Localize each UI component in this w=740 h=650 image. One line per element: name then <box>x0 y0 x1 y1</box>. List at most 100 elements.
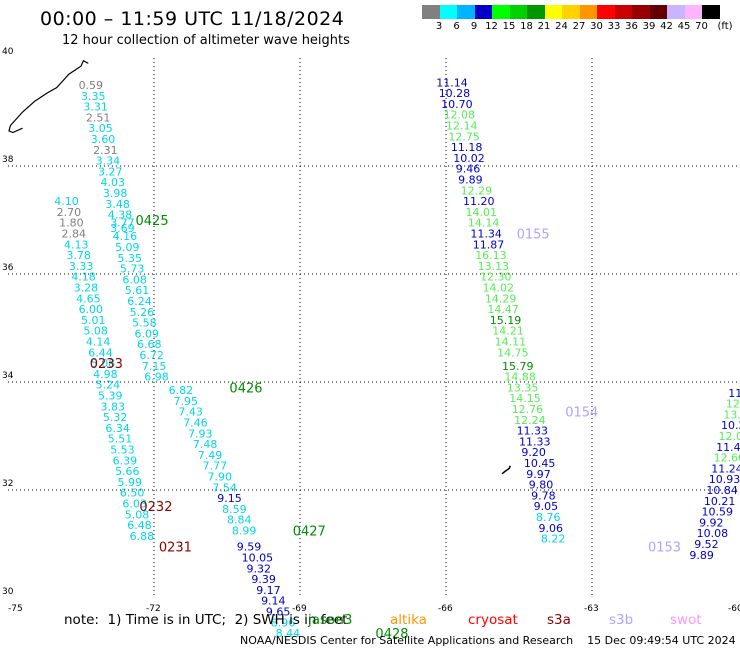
lon-tick-label: -75 <box>8 604 23 614</box>
legend-label: 12 <box>485 21 498 32</box>
pass-time-label: 0233 <box>90 357 123 372</box>
wave-height-value: 15.79 <box>502 360 534 373</box>
wave-height-value: 11.87 <box>473 238 505 251</box>
wave-height-value: 10.28 <box>439 87 471 100</box>
legend-label: 6 <box>453 21 460 32</box>
wave-height-value: 5.61 <box>125 284 150 297</box>
wave-height-value: 9.15 <box>217 492 242 505</box>
wave-height-value: 4.18 <box>71 271 96 284</box>
wave-height-value: 10.21 <box>704 495 736 508</box>
legend-label: 45 <box>677 21 691 32</box>
wave-height-value: 3.78 <box>66 249 91 262</box>
wave-height-value: 1.80 <box>59 217 84 230</box>
wave-height-value: 6.09 <box>135 327 160 340</box>
legend-label: 33 <box>607 21 621 32</box>
wave-height-value: 9.80 <box>529 479 554 492</box>
wave-height-value: 8.44 <box>276 627 301 640</box>
satellite-label-cryosat: cryosat <box>468 612 518 628</box>
note-text: note: 1) Time is in UTC; 2) SWH is in fe… <box>64 612 348 628</box>
wave-height-value: 9.89 <box>458 174 483 187</box>
wave-height-value: 0.59 <box>79 79 104 92</box>
wave-height-value: 3.60 <box>91 133 116 146</box>
lat-tick-label: 32 <box>2 479 13 489</box>
legend-swatch <box>667 5 685 19</box>
wave-height-value: 3.31 <box>83 101 108 114</box>
satellite-label-altika: altika <box>390 612 427 628</box>
wave-height-value: 7.93 <box>188 427 213 440</box>
wave-height-value: 8.96 <box>271 616 296 629</box>
legend-swatch <box>562 5 580 19</box>
wave-height-value: 9.05 <box>534 500 559 513</box>
legend-swatch <box>649 5 667 19</box>
wave-height-value: 11.33 <box>517 425 549 438</box>
wave-height-value: 7.43 <box>178 406 203 419</box>
map-subtitle: 12 hour collection of altimeter wave hei… <box>62 33 350 48</box>
legend-swatch <box>509 5 527 19</box>
wave-height-value: 3.83 <box>100 400 125 413</box>
wave-height-value: 14.29 <box>485 292 517 305</box>
wave-height-value: 5.08 <box>125 508 150 521</box>
wave-height-value: 4.98 <box>93 368 118 381</box>
legend-label: 24 <box>555 21 568 32</box>
wave-height-value: 5.08 <box>91 357 116 370</box>
wave-height-value: 7.77 <box>203 460 228 473</box>
wave-height-value: 10.45 <box>524 457 556 470</box>
track-0154: 15.7914.8813.3514.1512.7612.2411.3311.33… <box>502 360 598 546</box>
map-title: 00:00 – 11:59 UTC 11/18/2024 <box>40 8 345 30</box>
wave-height-value: 5.99 <box>118 476 143 489</box>
wave-height-value: 8.99 <box>232 525 257 538</box>
legend-label: 27 <box>572 21 586 32</box>
wave-height-value: 5.35 <box>118 252 143 265</box>
wave-height-value: 3.33 <box>69 260 94 273</box>
pass-time-label: 0427 <box>293 525 326 540</box>
wave-height-value: 14.02 <box>483 282 515 295</box>
pass-time-label: 0155 <box>517 228 550 243</box>
lon-tick-label: -72 <box>146 604 161 614</box>
wave-height-value: 11.14 <box>436 76 468 89</box>
track-0153: 0153 <box>648 541 681 556</box>
legend-label: 21 <box>537 21 551 32</box>
wave-height-value: 3.35 <box>81 90 106 103</box>
wave-height-value: 13.35 <box>507 381 539 394</box>
legend-swatch <box>702 5 720 19</box>
wave-height-value: 5.08 <box>83 325 108 338</box>
wave-height-value: 3.77 <box>110 217 135 230</box>
wave-height-value: 8.76 <box>536 511 561 524</box>
track-0232: 6.506.035.086.486.88 0232 <box>120 487 173 543</box>
wave-height-value: 16.13 <box>475 249 507 262</box>
track-0426: 6.827.957.437.467.937.487.497.777.907.54… <box>169 381 263 537</box>
wave-height-value: 6.72 <box>139 349 164 362</box>
lat-tick-label: 36 <box>2 263 14 273</box>
wave-height-value: 7.49 <box>198 449 223 462</box>
wave-height-value: 6.88 <box>130 530 155 543</box>
wave-height-value: 5.58 <box>132 317 157 330</box>
legend-label: 15 <box>502 21 516 32</box>
wave-height-value: 6.48 <box>127 519 152 532</box>
wave-height-value: 2.70 <box>57 206 82 219</box>
pass-time-label: 0428 <box>375 627 408 642</box>
wave-height-value: 14.88 <box>504 371 536 384</box>
legend-label: 30 <box>590 21 603 32</box>
wave-height-value: 5.26 <box>130 306 155 319</box>
wave-height-value: 5.73 <box>120 263 145 276</box>
wave-height-value: 10.05 <box>242 552 274 565</box>
legend-swatch <box>632 5 650 19</box>
wave-height-value: 7.90 <box>208 471 233 484</box>
track-0233: 4.102.701.802.844.133.783.334.183.284.65… <box>54 195 142 489</box>
wave-height-value: 2.51 <box>86 111 111 124</box>
wave-height-value: 3.05 <box>88 122 113 135</box>
lat-tick-label: 40 <box>2 47 14 57</box>
wave-height-value: 4.38 <box>108 209 132 222</box>
wave-height-value: 4.03 <box>100 176 125 189</box>
wave-height-value: 10.70 <box>441 98 473 111</box>
wave-height-value: 7.95 <box>173 395 198 408</box>
wave-height-value: 11.24 <box>711 462 740 475</box>
wave-height-value: 12.60 <box>714 452 740 465</box>
wave-height-value: 6.82 <box>169 384 194 397</box>
wave-height-value: 5.24 <box>96 379 121 392</box>
wave-height-value: 9.92 <box>699 516 724 529</box>
satellite-label-s3b: s3b <box>609 612 634 628</box>
wave-height-value: 12.76 <box>512 403 544 416</box>
